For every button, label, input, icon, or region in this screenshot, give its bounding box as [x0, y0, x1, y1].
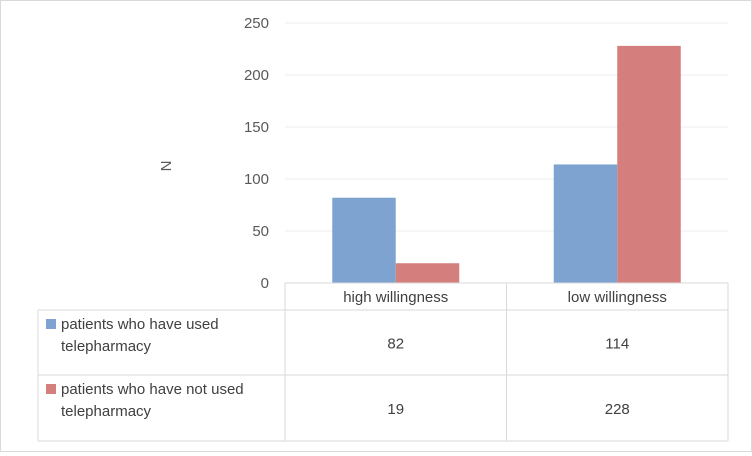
y-axis-label: N: [158, 161, 175, 172]
category-label: low willingness: [568, 289, 667, 306]
bar: [553, 164, 618, 283]
bar: [395, 263, 460, 283]
category-label: high willingness: [343, 289, 448, 306]
bars: [332, 45, 681, 283]
y-tick-label: 150: [244, 119, 269, 136]
legend-label: patients who have used: [61, 316, 219, 333]
legend-label: telepharmacy: [61, 403, 152, 420]
data-table: high willingness low willingness patients …: [37, 282, 729, 442]
legend-swatch: [46, 319, 56, 329]
data-label: 19: [387, 401, 404, 418]
bar: [617, 45, 681, 283]
data-label: 114: [605, 336, 629, 353]
y-tick-label: 250: [244, 15, 269, 32]
y-tick-labels: 0 50 100 150 200 250: [244, 15, 269, 292]
legend-swatch: [46, 384, 56, 394]
legend-label: patients who have not used: [61, 381, 244, 398]
y-tick-label: 50: [252, 223, 269, 240]
data-label: 82: [387, 336, 404, 353]
y-tick-label: 0: [261, 275, 269, 292]
data-label: 228: [605, 401, 630, 418]
y-tick-label: 200: [244, 67, 269, 84]
legend-label: telepharmacy: [61, 338, 152, 355]
bar: [332, 197, 396, 283]
y-tick-label: 100: [244, 171, 269, 188]
